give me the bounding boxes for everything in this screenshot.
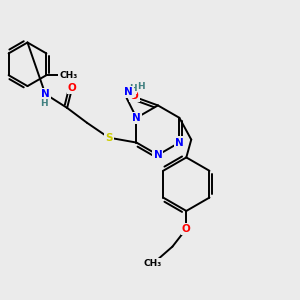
Text: N: N <box>154 150 162 160</box>
Text: O: O <box>182 224 191 234</box>
Text: H: H <box>138 82 145 91</box>
Text: N: N <box>124 87 133 97</box>
Text: H: H <box>129 84 136 93</box>
Text: O: O <box>130 91 139 100</box>
Text: N: N <box>132 113 141 123</box>
Text: CH₃: CH₃ <box>59 71 77 80</box>
Text: N: N <box>41 89 50 99</box>
Text: H: H <box>40 99 48 108</box>
Text: N: N <box>175 138 184 148</box>
Text: S: S <box>105 133 112 142</box>
Text: O: O <box>68 83 76 93</box>
Text: CH₃: CH₃ <box>143 259 162 268</box>
